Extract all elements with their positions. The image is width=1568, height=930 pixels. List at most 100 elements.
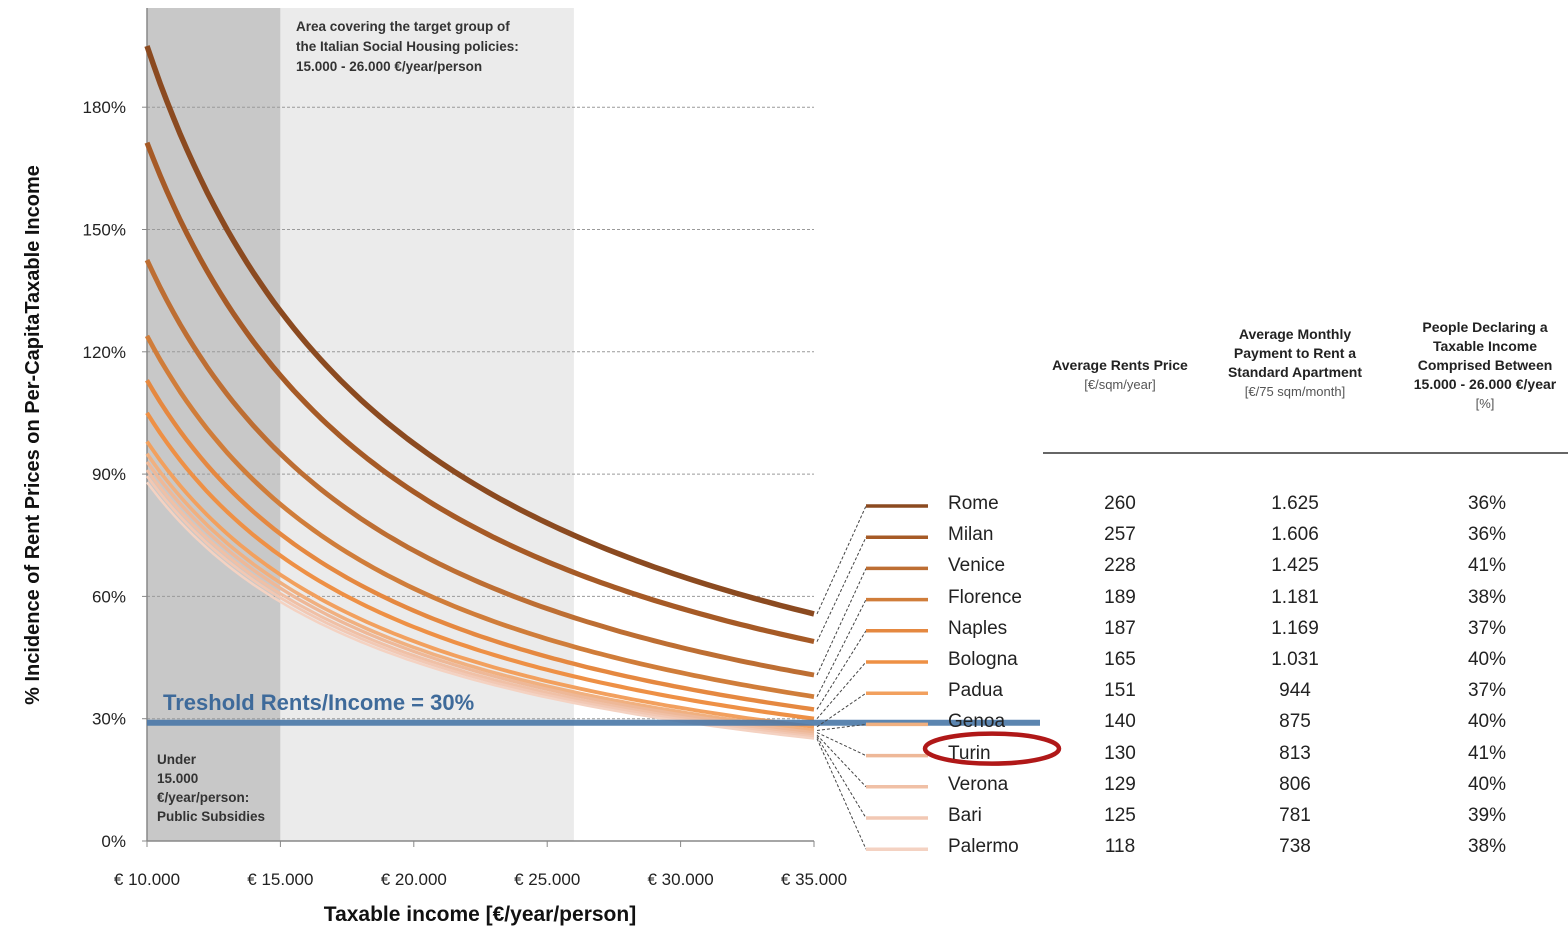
- legend-leader: [816, 599, 867, 697]
- table-header-unit: [%]: [1475, 396, 1495, 411]
- table-header-unit: [€/75 sqm/month]: [1244, 384, 1346, 399]
- people-pct: 39%: [1467, 805, 1507, 826]
- monthly-payment: 1.169: [1271, 617, 1319, 639]
- city-name: Padua: [948, 680, 1003, 702]
- rent-price: 189: [1104, 586, 1136, 608]
- social-housing-annotation: 15.000 - 26.000 €/year/person: [296, 59, 482, 74]
- y-axis-title: % Incidence of Rent Prices on Per-Capita…: [22, 165, 44, 705]
- table-header-rent-price: Average Rents Price [€/sqm/year]: [1030, 356, 1210, 394]
- subsidy-annotation: 15.000: [157, 771, 198, 786]
- threshold-label: Treshold Rents/Income = 30%: [163, 690, 474, 715]
- social-housing-annotation: Area covering the target group of: [296, 19, 510, 34]
- people-pct: 36%: [1467, 524, 1507, 546]
- rent-price: 187: [1104, 617, 1136, 639]
- x-axis-title: Taxable income [€/year/person]: [324, 903, 636, 926]
- legend-leader: [816, 630, 867, 710]
- rent-price: 129: [1104, 773, 1136, 795]
- series-line-milan: [144, 141, 815, 645]
- people-pct: 37%: [1467, 680, 1507, 702]
- rent-price: 260: [1104, 493, 1136, 514]
- city-name: Milan: [948, 524, 994, 546]
- table-header-title: People Declaring a: [1422, 319, 1548, 335]
- monthly-payment: 875: [1279, 711, 1311, 733]
- subsidy-annotation: €/year/person:: [157, 790, 249, 805]
- social-housing-annotation: the Italian Social Housing policies:: [296, 39, 519, 54]
- x-tick-label: € 10.000: [114, 870, 180, 889]
- rent-price: 228: [1104, 555, 1136, 577]
- rent-price: 165: [1104, 649, 1136, 670]
- monthly-payment: 1.606: [1271, 524, 1319, 546]
- monthly-payment: 781: [1279, 805, 1311, 826]
- rent-price: 257: [1104, 524, 1136, 546]
- city-name: Venice: [948, 555, 1006, 577]
- people-pct: 37%: [1467, 617, 1507, 639]
- legend-leader: [816, 536, 867, 642]
- legend-leader: [816, 505, 867, 615]
- people-pct: 41%: [1467, 555, 1507, 577]
- monthly-payment: 1.031: [1271, 649, 1319, 670]
- x-tick-label: € 30.000: [648, 870, 714, 889]
- people-pct: 41%: [1467, 742, 1507, 764]
- y-tick-label: 0%: [101, 832, 126, 851]
- series-line-bologna: [145, 411, 815, 721]
- x-tick-label: € 25.000: [514, 870, 580, 889]
- people-pct: 38%: [1467, 836, 1507, 858]
- city-name: Genoa: [948, 711, 1006, 733]
- monthly-payment: 738: [1279, 836, 1311, 858]
- monthly-payment: 1.425: [1271, 555, 1319, 577]
- city-name: Rome: [948, 493, 999, 514]
- table-header-title: Taxable Income: [1432, 338, 1537, 354]
- y-tick-label: 30%: [92, 710, 126, 729]
- series-line-venice: [144, 259, 815, 678]
- people-pct: 38%: [1467, 586, 1507, 608]
- turin-highlight-ellipse: [922, 731, 1062, 766]
- monthly-payment: 806: [1279, 773, 1311, 795]
- monthly-payment: 1.625: [1271, 493, 1319, 514]
- x-tick-label: € 20.000: [381, 870, 447, 889]
- city-name: Bologna: [948, 649, 1018, 670]
- series-line-rome: [144, 45, 815, 617]
- legend-leader: [816, 732, 867, 757]
- legend-leader: [816, 661, 867, 720]
- table-header-title: Average Monthly: [1238, 326, 1352, 342]
- x-tick-label: € 15.000: [247, 870, 313, 889]
- series-line-florence: [144, 334, 815, 700]
- people-pct: 40%: [1467, 711, 1507, 733]
- rent-price: 140: [1104, 711, 1136, 733]
- subsidy-annotation: Public Subsidies: [157, 809, 265, 824]
- people-pct: 40%: [1467, 649, 1507, 670]
- city-name: Bari: [948, 805, 982, 826]
- monthly-payment: 813: [1279, 742, 1311, 764]
- rent-price: 151: [1104, 680, 1136, 702]
- x-tick-label: € 35.000: [781, 870, 847, 889]
- y-tick-label: 120%: [83, 343, 126, 362]
- series-line-turin: [145, 460, 815, 735]
- table-header-title: Average Rents Price: [1052, 357, 1188, 373]
- monthly-payment: 944: [1279, 680, 1311, 702]
- city-name: Florence: [948, 586, 1022, 608]
- city-name: Verona: [948, 773, 1009, 795]
- y-tick-label: 180%: [83, 98, 126, 117]
- y-tick-label: 60%: [92, 587, 126, 606]
- table-header-unit: [€/sqm/year]: [1084, 377, 1156, 392]
- table-header-title: 15.000 - 26.000 €/year: [1413, 376, 1557, 392]
- city-name: Palermo: [948, 836, 1019, 858]
- rent-price: 118: [1104, 836, 1136, 858]
- legend-leader: [816, 568, 867, 676]
- legend-leader: [816, 734, 867, 788]
- legend-leader: [816, 738, 867, 850]
- legend-leader: [816, 723, 867, 732]
- subsidy-region: [147, 8, 281, 841]
- table-header-title: Standard Apartment: [1227, 364, 1363, 380]
- people-pct: 40%: [1467, 773, 1507, 795]
- monthly-payment: 1.181: [1271, 586, 1319, 608]
- table-header-title: Comprised Between: [1417, 357, 1553, 373]
- city-name: Naples: [948, 617, 1008, 639]
- table-header-people-declaring: People Declaring a Taxable Income Compri…: [1400, 318, 1568, 413]
- subsidy-annotation: Under: [157, 752, 197, 767]
- people-pct: 36%: [1467, 493, 1507, 514]
- y-tick-label: 90%: [92, 465, 126, 484]
- series-line-naples: [145, 379, 815, 712]
